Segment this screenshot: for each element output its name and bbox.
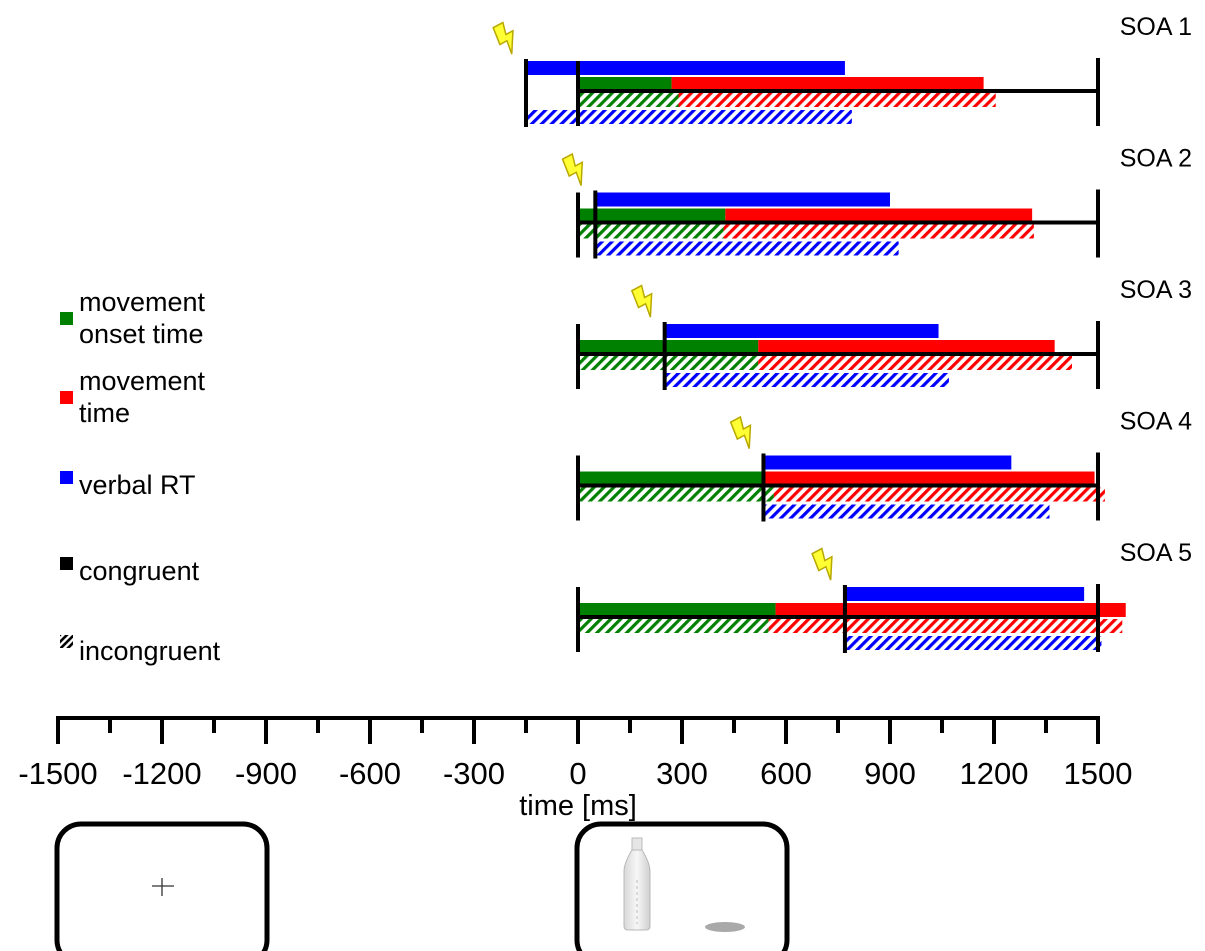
- soa-label: SOA 1: [1120, 13, 1192, 41]
- x-tick-label: 0: [569, 756, 586, 791]
- legend-swatch: [60, 635, 73, 648]
- bar-movement-onset-congruent: [578, 77, 672, 91]
- bar-movement-time-congruent: [671, 77, 984, 91]
- bar-movement-onset-congruent: [578, 340, 759, 354]
- object-shadow: [705, 922, 745, 932]
- bar-verbal-rt-incongruent: [844, 636, 1102, 650]
- legend-label: verbal RT: [79, 470, 196, 500]
- bar-movement-onset-congruent: [578, 603, 776, 617]
- bar-movement-time-incongruent: [768, 619, 1123, 633]
- x-axis-label: time [ms]: [519, 790, 637, 822]
- bar-verbal-rt-incongruent: [763, 504, 1050, 519]
- bar-movement-time-incongruent: [758, 356, 1072, 370]
- x-tick-label: 1500: [1064, 756, 1133, 791]
- bar-verbal-rt-congruent: [844, 587, 1085, 601]
- soa-panel-5: SOA 5: [576, 539, 1192, 653]
- x-tick-label: -900: [235, 756, 297, 791]
- soa-label: SOA 2: [1120, 145, 1192, 173]
- bar-movement-onset-incongruent: [578, 224, 724, 239]
- bar-verbal-rt-congruent: [595, 192, 890, 207]
- legend-swatch: [60, 391, 73, 404]
- bar-movement-time-incongruent: [678, 93, 996, 107]
- legend-label: onset time: [79, 319, 204, 349]
- bar-movement-time-congruent: [725, 208, 1033, 223]
- bar-movement-onset-congruent: [578, 208, 726, 223]
- lightning-bolt-icon: [492, 21, 514, 55]
- bar-movement-time-incongruent: [773, 487, 1105, 502]
- legend-item-congruent: congruent: [60, 556, 200, 586]
- bar-movement-time-congruent: [775, 603, 1126, 617]
- legend-label: movement: [79, 366, 206, 396]
- soa-panel-3: SOA 3: [576, 276, 1192, 390]
- legend-swatch: [60, 471, 73, 484]
- soa-label: SOA 5: [1120, 539, 1192, 567]
- lightning-bolt-icon: [630, 284, 653, 318]
- bar-verbal-rt-congruent: [763, 455, 1012, 470]
- x-tick-label: -600: [339, 756, 401, 791]
- soa-panel-4: SOA 4: [576, 408, 1192, 522]
- bar-verbal-rt-congruent: [664, 324, 939, 338]
- bar-movement-onset-congruent: [578, 471, 764, 486]
- x-tick-label: -1500: [18, 756, 97, 791]
- legend-label: movement: [79, 287, 206, 317]
- x-tick-label: -300: [443, 756, 505, 791]
- legend-swatch: [60, 557, 73, 570]
- target-screen: [574, 821, 790, 951]
- legend-label: incongruent: [79, 636, 221, 666]
- bar-movement-onset-incongruent: [578, 356, 759, 370]
- soa-panel-1: SOA 1: [492, 13, 1192, 127]
- legend-label: time: [79, 398, 130, 428]
- soa-panel-2: SOA 2: [561, 145, 1192, 259]
- legend-label: congruent: [79, 556, 200, 586]
- lightning-bolt-icon: [811, 547, 833, 581]
- legend-item-verbal-RT: verbal RT: [60, 470, 196, 500]
- bar-movement-time-congruent: [763, 471, 1095, 486]
- x-tick-label: 900: [864, 756, 916, 791]
- lightning-bolt-icon: [729, 415, 752, 449]
- legend-item-incongruent: incongruent: [60, 635, 221, 666]
- x-tick-label: 600: [760, 756, 812, 791]
- bottle-icon: [623, 837, 651, 931]
- bar-movement-time-incongruent: [723, 224, 1034, 239]
- soa-label: SOA 4: [1120, 408, 1192, 436]
- bar-verbal-rt-incongruent: [595, 241, 899, 256]
- x-tick-label: 1200: [960, 756, 1029, 791]
- legend-swatch: [60, 312, 73, 325]
- lightning-bolt-icon: [561, 152, 584, 186]
- fixation-screen: [54, 821, 270, 951]
- bar-movement-time-congruent: [758, 340, 1055, 354]
- x-tick-label: -1200: [122, 756, 201, 791]
- soa-panels: SOA 1 SOA 2 SOA 3 SOA 4 SOA 5: [492, 13, 1192, 653]
- soa-label: SOA 3: [1120, 276, 1192, 304]
- x-tick-label: 300: [656, 756, 708, 791]
- bar-movement-onset-incongruent: [578, 619, 769, 633]
- bar-movement-onset-incongruent: [578, 93, 679, 107]
- bar-verbal-rt-congruent: [526, 61, 845, 75]
- time-axis: -1500 -1200 -900 -600 -300 0 300 600 900 1200 1500: [18, 716, 1133, 791]
- bar-verbal-rt-incongruent: [526, 110, 852, 124]
- bar-movement-onset-incongruent: [578, 487, 774, 502]
- bar-verbal-rt-incongruent: [664, 373, 949, 387]
- fixation-cross-icon: [152, 878, 174, 896]
